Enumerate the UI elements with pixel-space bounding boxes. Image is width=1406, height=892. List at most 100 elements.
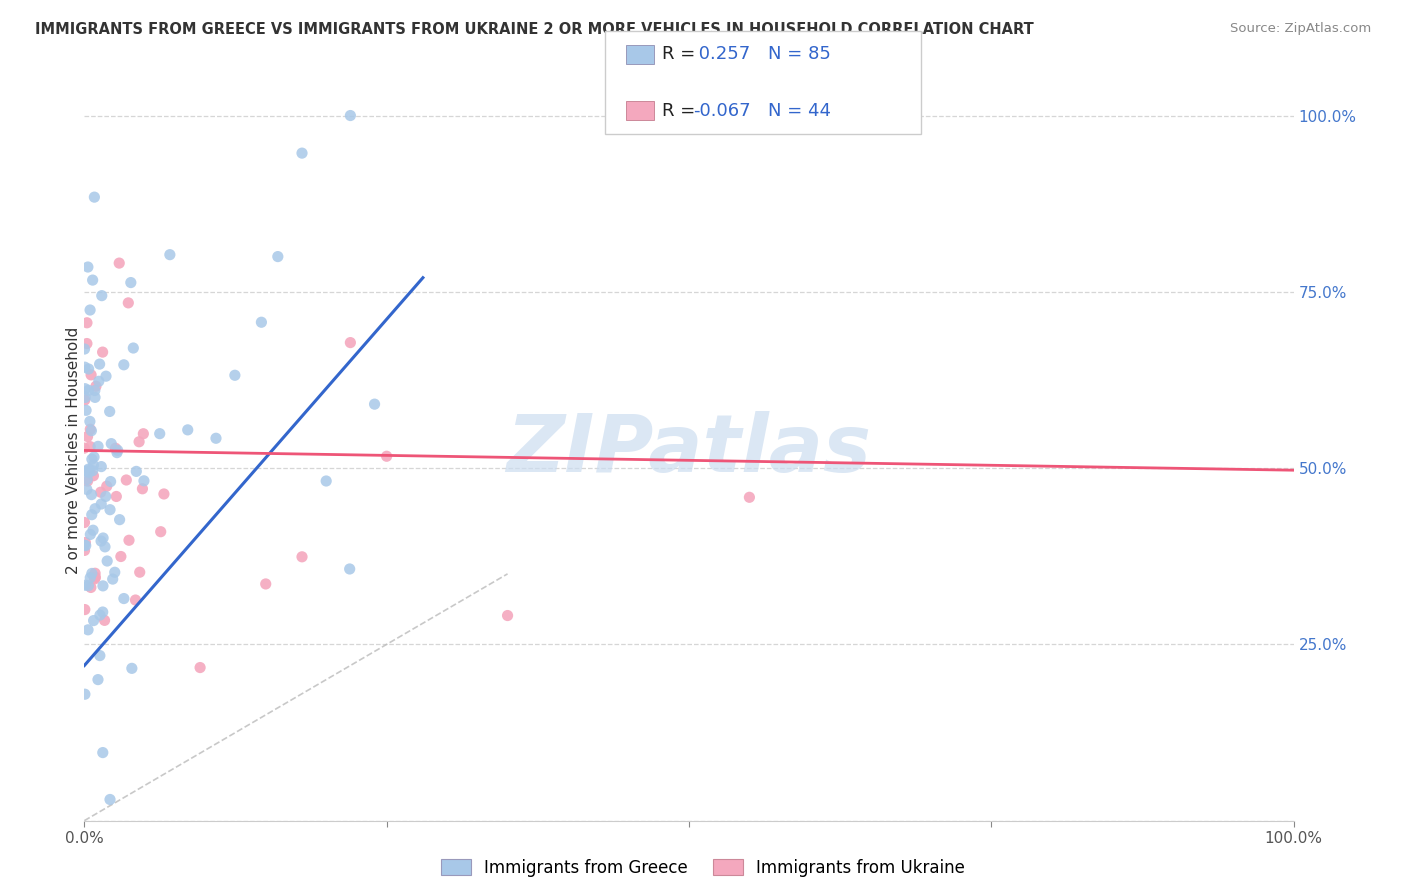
Point	[110, 549, 132, 564]
Point	[91, 345, 114, 359]
Point	[73, 687, 96, 701]
Point	[79, 527, 101, 541]
Point	[112, 591, 135, 606]
Point	[84, 570, 107, 584]
Point	[339, 562, 361, 576]
Point	[125, 464, 148, 478]
Point	[87, 439, 110, 453]
Point	[82, 273, 104, 287]
Point	[76, 472, 98, 486]
Point	[112, 358, 135, 372]
Point	[132, 474, 155, 488]
Point	[132, 426, 155, 441]
Point	[98, 792, 121, 806]
Point	[77, 579, 100, 593]
Point	[75, 464, 97, 478]
Point	[496, 608, 519, 623]
Point	[89, 648, 111, 663]
Point	[108, 513, 131, 527]
Point	[94, 369, 117, 384]
Point	[83, 572, 105, 586]
Point	[205, 431, 228, 445]
Point	[84, 501, 107, 516]
Point	[80, 488, 103, 502]
Text: N = 44: N = 44	[768, 102, 831, 120]
Point	[73, 382, 96, 396]
Point	[105, 490, 128, 504]
Point	[90, 288, 112, 302]
Point	[75, 403, 97, 417]
Point	[79, 440, 101, 454]
Point	[188, 660, 211, 674]
Point	[98, 404, 121, 418]
Point	[82, 464, 104, 478]
Point	[77, 384, 100, 398]
Point	[73, 516, 96, 530]
Point	[339, 109, 361, 123]
Point	[315, 474, 337, 488]
Point	[80, 508, 103, 522]
Point	[87, 374, 110, 388]
Point	[73, 543, 96, 558]
Point	[738, 491, 761, 505]
Point	[80, 368, 103, 382]
Point	[118, 533, 141, 548]
Point	[177, 423, 200, 437]
Point	[91, 605, 114, 619]
Point	[75, 391, 97, 405]
Point	[80, 424, 103, 438]
Point	[90, 497, 112, 511]
Point	[73, 538, 96, 552]
Point	[83, 614, 105, 628]
Point	[73, 602, 96, 616]
Point	[77, 260, 100, 274]
Point	[115, 473, 138, 487]
Point	[76, 474, 98, 488]
Point	[77, 362, 100, 376]
Point	[339, 335, 361, 350]
Point	[128, 434, 150, 449]
Legend: Immigrants from Greece, Immigrants from Ukraine: Immigrants from Greece, Immigrants from …	[434, 853, 972, 884]
Point	[94, 540, 117, 554]
Text: IMMIGRANTS FROM GREECE VS IMMIGRANTS FROM UKRAINE 2 OR MORE VEHICLES IN HOUSEHOL: IMMIGRANTS FROM GREECE VS IMMIGRANTS FRO…	[35, 22, 1033, 37]
Point	[73, 342, 96, 356]
Point	[76, 483, 98, 497]
Point	[73, 441, 96, 455]
Point	[82, 458, 104, 473]
Point	[121, 661, 143, 675]
Point	[224, 368, 246, 383]
Point	[82, 523, 104, 537]
Point	[73, 360, 96, 375]
Point	[108, 256, 131, 270]
Point	[120, 276, 142, 290]
Point	[77, 462, 100, 476]
Point	[90, 534, 112, 549]
Point	[87, 673, 110, 687]
Point	[149, 426, 172, 441]
Point	[90, 459, 112, 474]
Point	[79, 303, 101, 318]
Text: 0.257: 0.257	[693, 45, 751, 63]
Point	[291, 146, 314, 161]
Point	[80, 452, 103, 467]
Point	[80, 581, 103, 595]
Point	[98, 502, 121, 516]
Point	[91, 531, 114, 545]
Text: -0.067: -0.067	[693, 102, 751, 120]
Point	[84, 566, 107, 581]
Point	[105, 445, 128, 459]
Point	[73, 393, 96, 408]
Text: R =: R =	[662, 45, 702, 63]
Point	[89, 608, 111, 623]
Point	[84, 390, 107, 404]
Point	[159, 248, 181, 262]
Point	[75, 535, 97, 549]
Point	[80, 566, 103, 581]
Point	[84, 379, 107, 393]
Point	[89, 357, 111, 371]
Point	[75, 539, 97, 553]
Text: Source: ZipAtlas.com: Source: ZipAtlas.com	[1230, 22, 1371, 36]
Text: ZIPatlas: ZIPatlas	[506, 411, 872, 490]
Point	[131, 482, 153, 496]
Point	[104, 442, 127, 456]
